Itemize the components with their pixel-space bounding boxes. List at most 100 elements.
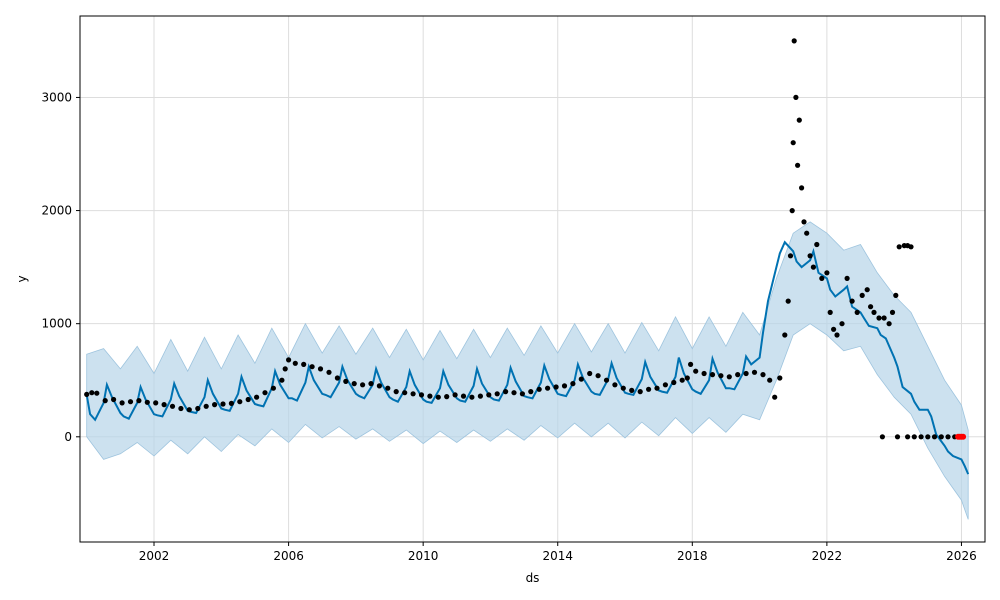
observed-point: [102, 398, 108, 404]
uncertainty-band: [86, 221, 969, 520]
observed-point: [945, 434, 951, 440]
observed-point: [511, 390, 517, 396]
observed-point: [393, 389, 399, 395]
observed-point: [827, 309, 833, 315]
x-tick-label: 2026: [946, 549, 977, 563]
observed-point: [178, 405, 184, 412]
x-tick-label: 2018: [677, 549, 708, 563]
observed-point: [782, 332, 788, 338]
observed-point: [718, 373, 724, 379]
observed-point: [343, 378, 349, 384]
observed-point: [793, 94, 799, 100]
observed-point: [127, 399, 134, 405]
highlighted-points: [955, 433, 967, 440]
observed-point: [767, 377, 773, 383]
observed-point: [368, 381, 374, 387]
observed-point: [881, 315, 887, 321]
observed-point: [119, 400, 125, 406]
observed-point: [153, 400, 159, 406]
y-tick-label: 1000: [41, 317, 72, 331]
observed-point: [701, 370, 707, 377]
observed-point: [931, 434, 938, 440]
observed-point: [795, 162, 801, 168]
observed-point: [279, 377, 285, 383]
observed-point: [220, 401, 226, 407]
observed-point: [824, 270, 830, 276]
observed-point: [578, 376, 584, 382]
observed-point: [262, 390, 268, 396]
observed-point: [469, 394, 475, 400]
observed-point: [654, 385, 660, 391]
y-tick-label: 3000: [41, 90, 72, 104]
observed-point: [477, 393, 483, 399]
observed-point: [799, 185, 805, 191]
observed-point: [195, 405, 201, 412]
observed-point: [237, 399, 243, 405]
observed-points: [84, 38, 965, 440]
observed-point: [536, 386, 542, 392]
observed-point: [212, 402, 218, 408]
observed-point: [911, 434, 917, 440]
observed-point: [735, 372, 741, 378]
observed-point: [503, 389, 509, 395]
observed-point: [603, 377, 610, 383]
observed-point: [326, 369, 332, 375]
x-tick-label: 2010: [408, 549, 439, 563]
observed-point: [254, 394, 260, 400]
observed-point: [427, 393, 433, 399]
x-tick-label: 2006: [273, 549, 304, 563]
observed-point: [435, 394, 441, 400]
observed-point: [918, 434, 924, 440]
observed-point: [796, 117, 802, 123]
observed-point: [854, 309, 860, 315]
observed-point: [834, 332, 840, 338]
observed-point: [410, 391, 416, 397]
observed-point: [94, 390, 100, 396]
observed-point: [790, 140, 796, 146]
observed-point: [871, 309, 877, 315]
observed-point: [791, 38, 797, 44]
observed-point: [245, 396, 251, 403]
observed-point: [671, 379, 677, 386]
observed-point: [839, 321, 845, 327]
observed-point: [889, 309, 896, 315]
observed-point: [938, 434, 944, 440]
observed-point: [376, 383, 382, 389]
observed-point: [203, 403, 209, 409]
observed-point: [801, 219, 807, 225]
observed-point: [444, 394, 450, 400]
observed-point: [905, 434, 911, 440]
y-axis-label: y: [15, 275, 29, 282]
observed-point: [819, 275, 825, 281]
observed-point: [662, 382, 669, 388]
observed-point: [309, 364, 315, 370]
observed-point: [587, 370, 593, 377]
observed-point: [751, 369, 758, 375]
y-tick-label: 2000: [41, 204, 72, 218]
observed-point: [726, 374, 732, 380]
observed-point: [553, 384, 559, 390]
observed-point: [286, 357, 292, 363]
observed-point: [452, 392, 458, 398]
observed-point: [360, 382, 366, 388]
observed-point: [925, 434, 931, 440]
observed-point: [292, 360, 298, 366]
observed-point: [879, 434, 886, 440]
observed-point: [144, 399, 150, 405]
observed-point: [693, 368, 699, 374]
observed-point: [519, 391, 526, 397]
observed-point: [743, 370, 749, 377]
observed-point: [418, 392, 425, 398]
observed-point: [831, 326, 837, 332]
observed-point: [460, 393, 467, 399]
observed-point: [859, 292, 865, 298]
observed-point: [89, 390, 95, 396]
observed-point: [334, 375, 340, 381]
observed-point: [186, 407, 192, 413]
observed-point: [810, 264, 817, 270]
observed-point: [787, 253, 794, 259]
observed-point: [893, 292, 899, 298]
observed-point: [789, 208, 795, 214]
observed-point: [760, 372, 766, 378]
